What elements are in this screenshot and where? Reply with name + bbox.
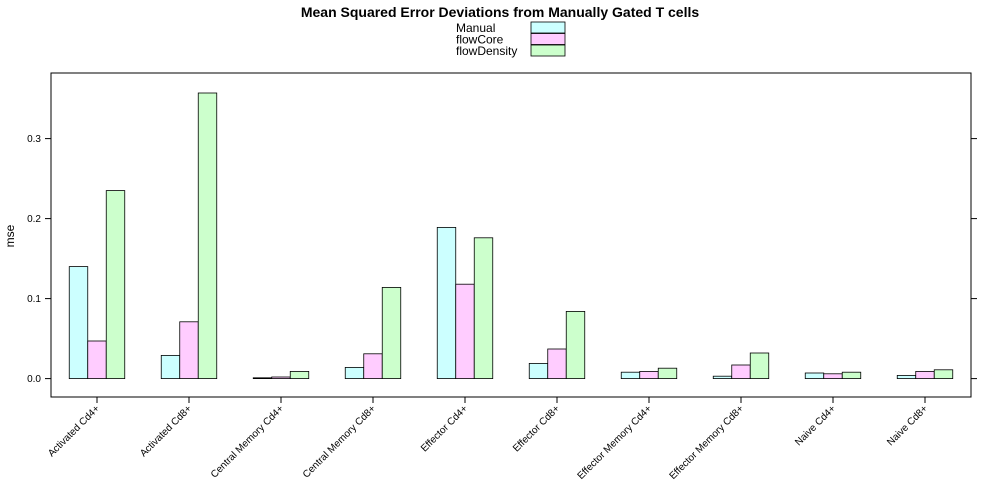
legend-swatch — [530, 44, 566, 57]
x-tick-label: Effector Cd4+ — [419, 403, 470, 454]
bar — [547, 348, 567, 380]
bar — [179, 321, 199, 379]
y-axis-right — [971, 138, 977, 380]
bar — [712, 375, 733, 380]
bar — [639, 370, 659, 379]
legend-swatch — [530, 33, 566, 45]
bar — [823, 373, 843, 379]
y-tick-label: 0.0 — [27, 374, 41, 385]
y-axis-left: 0.0 0.1 0.2 0.3 — [27, 134, 51, 385]
legend-label: flowCore — [456, 33, 504, 47]
plot-frame — [50, 72, 972, 398]
x-tick-label: Central Memory Cd4+ — [209, 403, 286, 480]
bar — [933, 369, 954, 379]
bar — [436, 226, 457, 379]
x-tick-label: Naive Cd4+ — [793, 403, 838, 448]
bar — [289, 370, 310, 379]
bar — [363, 353, 383, 379]
bar — [620, 371, 641, 380]
bar — [915, 370, 935, 379]
bar — [749, 352, 770, 380]
bar — [381, 286, 402, 379]
y-tick-label: 0.3 — [27, 134, 41, 145]
bar — [896, 374, 917, 379]
bar — [804, 372, 825, 379]
bar — [197, 92, 218, 380]
x-tick-label: Activated Cd4+ — [46, 403, 102, 459]
bar — [252, 377, 273, 379]
legend-label: flowDensity — [456, 44, 517, 58]
x-tick-label: Activated Cd8+ — [138, 403, 194, 459]
x-tick-label: Effector Cd8+ — [511, 403, 562, 454]
bar — [657, 367, 678, 380]
y-tick-label: 0.1 — [27, 294, 41, 305]
bar — [87, 340, 107, 379]
legend-swatch — [530, 21, 566, 34]
chart-title: Mean Squared Error Deviations from Manua… — [301, 4, 700, 20]
bar — [731, 364, 751, 380]
x-tick-label: Naive Cd8+ — [885, 403, 930, 448]
bar — [455, 283, 475, 380]
x-tick-label: Central Memory Cd8+ — [301, 403, 378, 480]
bar — [528, 362, 549, 379]
bar — [105, 190, 126, 380]
bar — [841, 371, 862, 380]
bar — [68, 266, 89, 380]
legend-label: Manual — [456, 21, 495, 35]
bar — [271, 376, 291, 380]
bar — [565, 310, 586, 379]
x-tick-label: Effector Memory Cd8+ — [668, 403, 747, 482]
bar — [473, 237, 494, 380]
x-axis: Activated Cd4+ Activated Cd8+ Central Memo… — [46, 397, 930, 482]
bar — [344, 366, 365, 379]
y-tick-label: 0.2 — [27, 214, 41, 225]
x-tick-label: Effector Memory Cd4+ — [576, 403, 655, 482]
y-axis-label: mse — [3, 224, 17, 247]
bar — [160, 354, 181, 379]
bars — [68, 92, 954, 380]
